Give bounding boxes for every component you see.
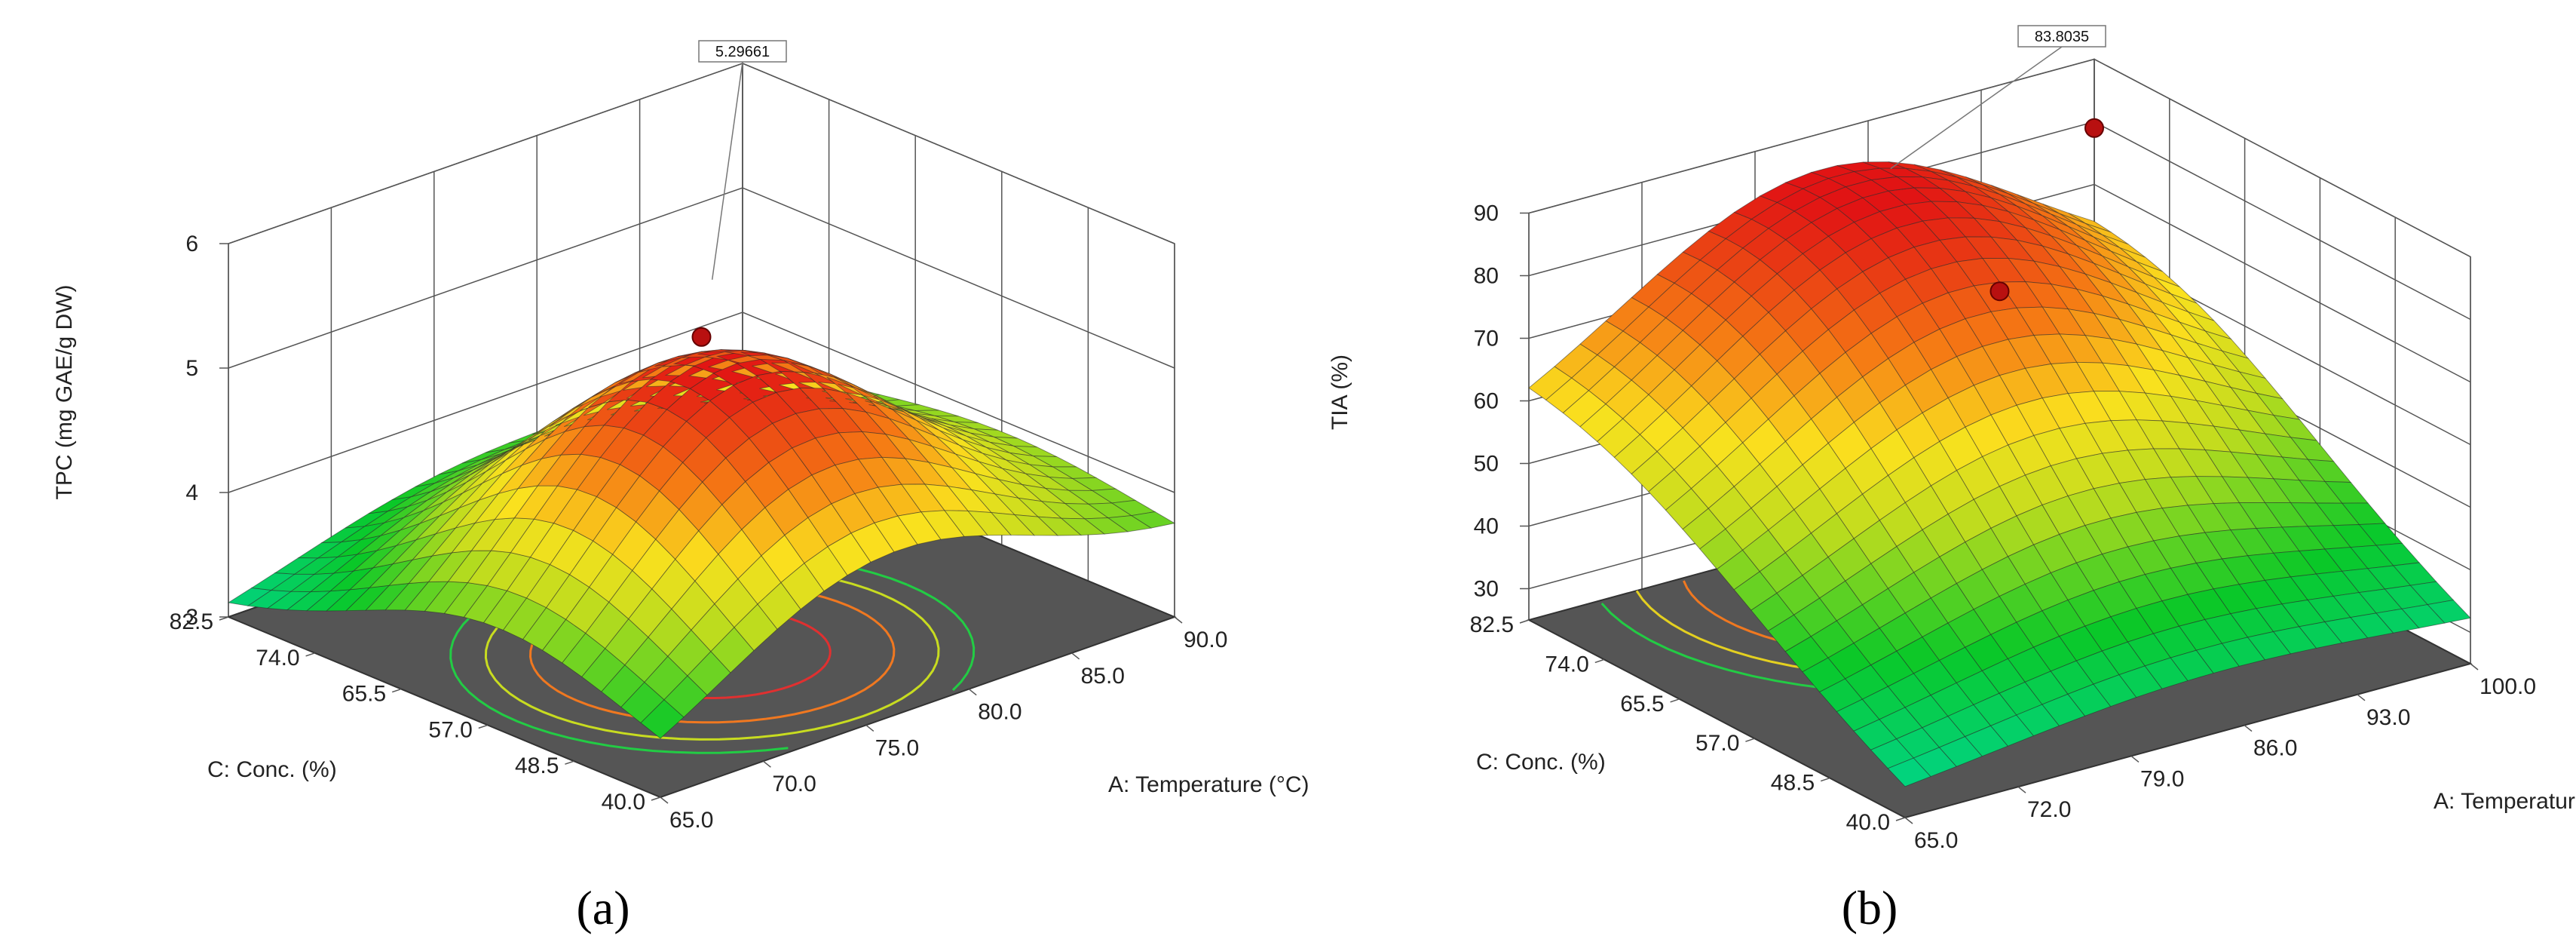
z-tick-label: 4 <box>185 480 198 505</box>
z-tick-label: 30 <box>1474 577 1499 602</box>
z-axis-label: TPC (mg GAE/g DW) <box>52 284 77 499</box>
x-tick-mark <box>2130 755 2140 763</box>
y-axis-label: C: Conc. (%) <box>1476 750 1606 775</box>
chart-b-tia: 83.8035 30 40 50 60 70 80 90 65.0 72.0 79.0 86.0 93.… <box>1328 25 2576 934</box>
y-axis-label: C: Conc. (%) <box>207 757 337 782</box>
y-tick-mark <box>1820 777 1830 782</box>
surface-patch <box>2427 600 2471 624</box>
y-tick-mark <box>1594 658 1605 664</box>
z-tick-label: 90 <box>1474 201 1499 226</box>
x-tick-mark <box>865 724 874 732</box>
y-tick-label: 48.5 <box>515 753 559 778</box>
x-tick-mark <box>762 760 771 768</box>
y-tick-label: 82.5 <box>170 609 213 634</box>
wall-grid-line <box>228 311 1175 493</box>
y-tick-mark <box>651 796 661 801</box>
y-tick-mark <box>219 616 229 621</box>
y-tick-mark <box>1519 619 1530 624</box>
z-tick-label: 60 <box>1474 389 1499 414</box>
y-tick-mark <box>1895 817 1906 821</box>
x-tick-mark <box>660 796 669 804</box>
x-tick-label: 80.0 <box>978 700 1022 725</box>
x-tick-label: 85.0 <box>1081 664 1125 689</box>
z-tick-label: 3 <box>185 605 198 630</box>
x-tick-label: 65.0 <box>1914 828 1958 853</box>
x-tick-label: 90.0 <box>1184 628 1227 652</box>
panel-label: (b) <box>1842 881 1898 934</box>
x-tick-mark <box>1071 652 1080 660</box>
x-tick-mark <box>2470 663 2479 671</box>
chart-a-tpc: 5.29661 3 4 5 6 65.0 70.0 75.0 80.0 85.0 90.0 40.0 4… <box>52 40 1309 934</box>
y-tick-label: 57.0 <box>428 717 472 742</box>
x-tick-label: 70.0 <box>772 772 816 796</box>
design-point-marker <box>1989 281 2010 302</box>
y-tick-label: 82.5 <box>1470 612 1514 637</box>
y-tick-mark <box>305 652 315 657</box>
x-tick-label: 93.0 <box>2366 705 2410 730</box>
y-tick-label: 57.0 <box>1695 731 1739 756</box>
wall-grid-line <box>1528 58 2471 258</box>
x-tick-label: 100.0 <box>2480 674 2536 699</box>
panel-label: (a) <box>576 881 629 934</box>
z-tick-label: 50 <box>1474 452 1499 477</box>
peak-guide-line <box>1890 46 2063 170</box>
x-tick-mark <box>2017 786 2026 793</box>
y-tick-mark <box>391 688 402 693</box>
y-tick-mark <box>1745 738 1755 742</box>
contour-line <box>906 583 976 692</box>
y-tick-label: 40.0 <box>602 790 645 815</box>
z-axis-label: TIA (%) <box>1328 354 1352 430</box>
z-tick-label: 5 <box>185 356 198 381</box>
z-tick-label: 70 <box>1474 327 1499 351</box>
x-tick-mark <box>1904 817 1913 824</box>
y-tick-label: 65.5 <box>1620 692 1664 717</box>
x-tick-label: 79.0 <box>2140 766 2184 791</box>
z-tick-label: 80 <box>1474 264 1499 289</box>
x-axis-label: A: Temperature (°C) <box>1108 772 1309 797</box>
x-tick-label: 65.0 <box>669 808 713 833</box>
x-tick-mark <box>2244 725 2253 732</box>
y-tick-label: 48.5 <box>1771 771 1815 796</box>
y-tick-mark <box>478 724 489 729</box>
z-tick-label: 6 <box>185 232 198 256</box>
y-tick-mark <box>1670 698 1680 703</box>
x-tick-mark <box>2357 694 2366 701</box>
peak-guide-line <box>711 61 743 280</box>
peak-value-box <box>698 40 787 63</box>
peak-value-label: 5.29661 <box>715 44 770 60</box>
peak-value-box <box>2017 25 2106 48</box>
wall-grid-line <box>228 187 1175 369</box>
x-tick-label: 72.0 <box>2027 797 2071 822</box>
x-axis-label: A: Temperature (°C) <box>2434 789 2576 814</box>
x-tick-label: 86.0 <box>2253 736 2297 761</box>
z-tick-label: 40 <box>1474 514 1499 539</box>
y-tick-label: 65.5 <box>342 682 386 707</box>
y-tick-label: 40.0 <box>1846 810 1890 835</box>
y-tick-label: 74.0 <box>256 646 299 671</box>
surface-patch <box>1130 511 1176 529</box>
x-tick-mark <box>1174 616 1183 624</box>
x-tick-mark <box>968 689 977 696</box>
y-tick-mark <box>565 760 574 765</box>
design-point-marker <box>691 327 712 347</box>
y-tick-label: 74.0 <box>1545 652 1588 677</box>
design-point-marker <box>2084 118 2104 138</box>
peak-value-label: 83.8035 <box>2035 29 2089 45</box>
x-tick-label: 75.0 <box>875 735 919 760</box>
